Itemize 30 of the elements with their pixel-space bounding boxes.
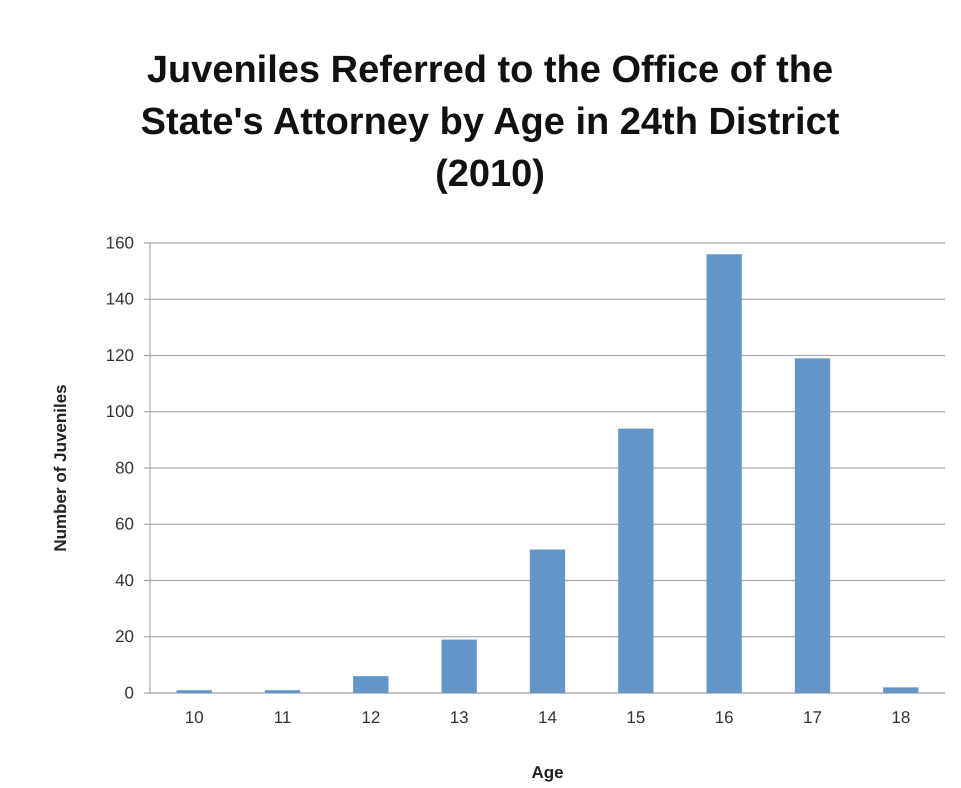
- chart-title: Juveniles Referred to the Office of the State's Attorney by Age in 24th District (2010): [140, 49, 840, 195]
- bar: [530, 550, 566, 693]
- bar: [176, 690, 212, 693]
- y-axis-title: Number of Juveniles: [51, 384, 70, 552]
- bar: [794, 358, 830, 693]
- x-tick-label: 12: [361, 708, 380, 728]
- bar: [264, 690, 300, 693]
- y-tick-label: 100: [106, 402, 134, 422]
- x-tick-label: 13: [450, 708, 469, 728]
- bar: [353, 676, 388, 693]
- y-tick-label: 160: [106, 233, 134, 252]
- x-tick-label: 18: [891, 708, 910, 728]
- y-tick-label: 40: [115, 570, 134, 590]
- bar: [442, 640, 477, 693]
- y-tick-label: 20: [115, 627, 134, 646]
- x-tick-label: 15: [626, 708, 646, 728]
- x-tick-label: 16: [714, 708, 734, 728]
- y-tick-label: 0: [124, 683, 134, 702]
- x-tick-label: 10: [184, 708, 204, 728]
- y-tick-label: 80: [115, 458, 134, 478]
- x-tick-label: 14: [538, 708, 557, 728]
- y-tick-label: 120: [106, 346, 134, 365]
- x-axis-title: Age: [531, 763, 564, 782]
- bar: [706, 254, 742, 693]
- bar: [883, 687, 918, 693]
- y-tick-label: 140: [106, 290, 134, 309]
- x-tick-label: 11: [274, 708, 292, 728]
- x-tick-label: 17: [803, 708, 822, 728]
- y-tick-label: 60: [115, 514, 134, 534]
- bar: [618, 428, 654, 693]
